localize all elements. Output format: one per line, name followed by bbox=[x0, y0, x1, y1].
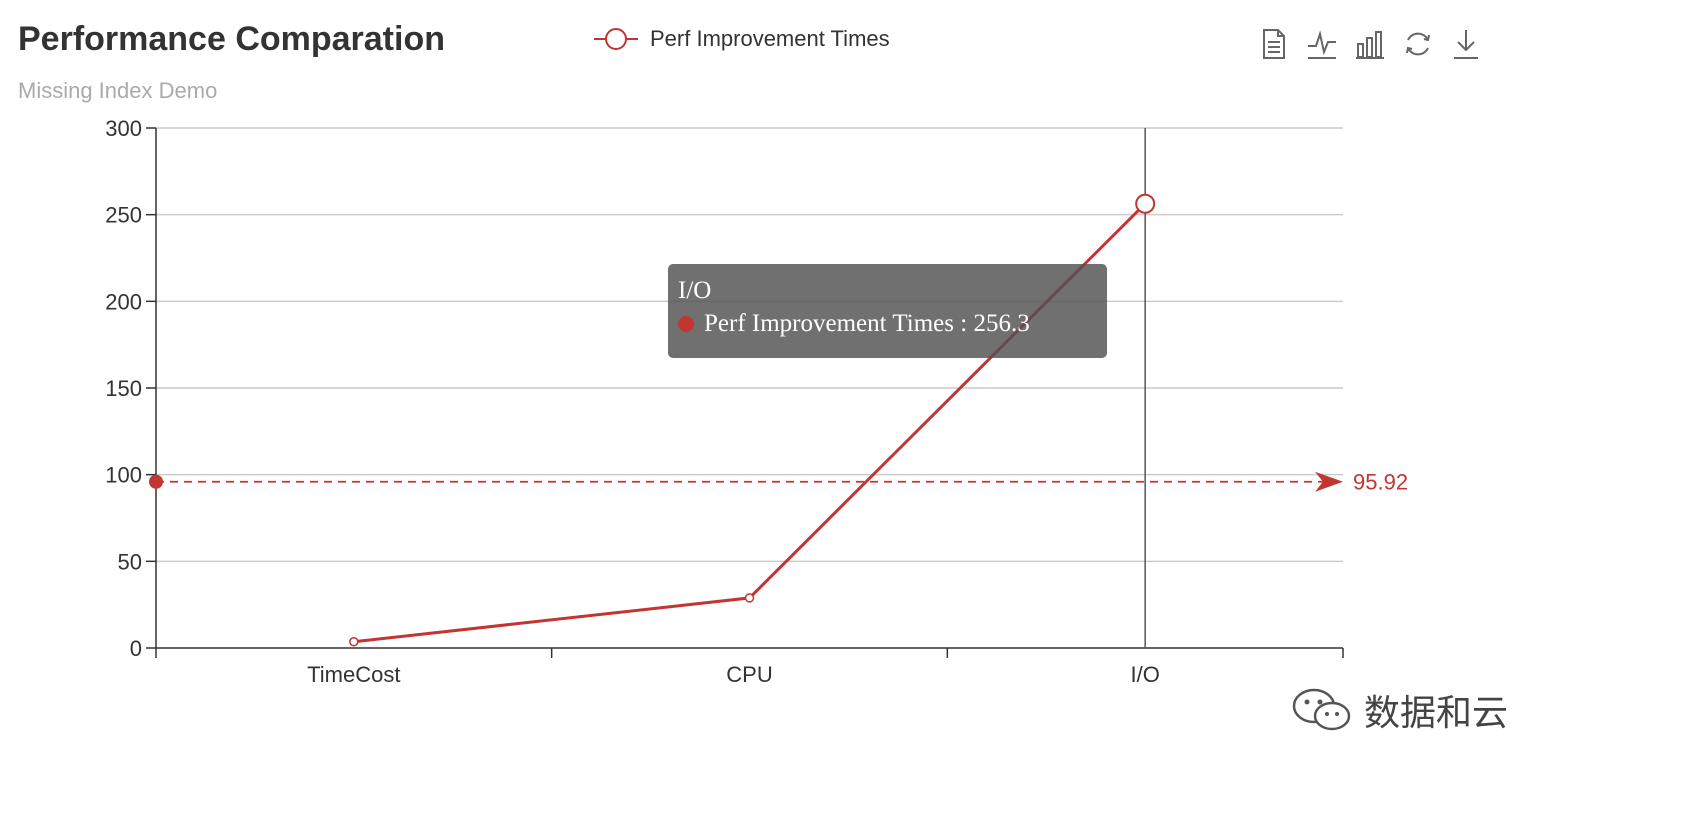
watermark: 数据和云 bbox=[1290, 684, 1508, 736]
tooltip-separator: : bbox=[954, 310, 974, 337]
mark-line-arrow bbox=[1315, 471, 1343, 492]
tooltip-row: Perf Improvement Times : 256.3 bbox=[678, 306, 1097, 342]
y-tick-label: 0 bbox=[130, 636, 142, 661]
legend[interactable]: Perf Improvement Times bbox=[592, 24, 890, 54]
restore-icon[interactable] bbox=[1402, 26, 1434, 62]
data-view-icon[interactable] bbox=[1258, 26, 1290, 62]
watermark-text: 数据和云 bbox=[1364, 693, 1509, 734]
data-point[interactable] bbox=[349, 637, 359, 647]
x-tick-label: I/O bbox=[1130, 662, 1159, 687]
legend-line-circle-icon bbox=[594, 28, 638, 50]
legend-label[interactable]: Perf Improvement Times bbox=[650, 26, 890, 51]
data-point[interactable] bbox=[744, 593, 755, 603]
y-tick-label: 50 bbox=[118, 549, 142, 574]
mark-line-start-symbol bbox=[149, 474, 163, 489]
chart-subtitle: Missing Index Demo bbox=[18, 78, 218, 103]
save-image-icon[interactable] bbox=[1450, 26, 1482, 62]
chart-title: Performance Comparation bbox=[18, 20, 445, 58]
bar-chart-icon[interactable] bbox=[1354, 26, 1386, 62]
toolbox bbox=[1258, 26, 1482, 62]
tooltip-series-name: Perf Improvement Times bbox=[704, 310, 954, 337]
mark-line-label: 95.92 bbox=[1353, 470, 1408, 495]
tooltip: I/O Perf Improvement Times : 256.3 bbox=[668, 264, 1107, 358]
x-tick-label: TimeCost bbox=[307, 662, 400, 687]
x-tick-label: CPU bbox=[726, 662, 772, 687]
y-tick-label: 100 bbox=[105, 463, 142, 488]
y-tick-label: 250 bbox=[105, 203, 142, 228]
line-chart-icon[interactable] bbox=[1306, 26, 1338, 62]
y-tick-label: 150 bbox=[105, 376, 142, 401]
tooltip-series-dot bbox=[678, 316, 694, 332]
tooltip-value: 256.3 bbox=[973, 310, 1030, 337]
tooltip-category: I/O bbox=[678, 277, 712, 304]
y-tick-label: 300 bbox=[105, 116, 142, 141]
data-point[interactable] bbox=[1135, 193, 1156, 214]
wechat-icon bbox=[1292, 688, 1351, 731]
y-tick-label: 200 bbox=[105, 289, 142, 314]
